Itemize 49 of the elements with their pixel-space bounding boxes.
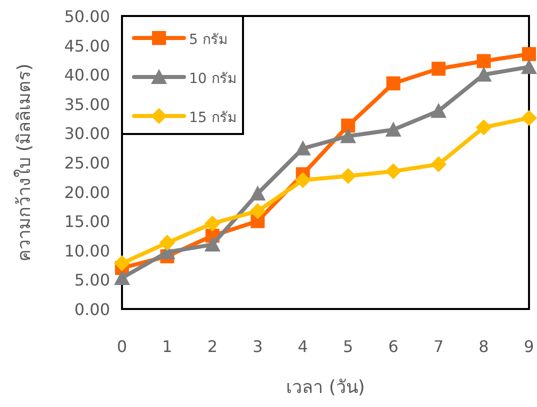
y-axis-title: ความกว้างใบ (มิลลิเมตร) [13, 64, 35, 262]
point [430, 102, 447, 118]
y-tick-label: 10.00 [64, 241, 110, 260]
y-tick-label: 25.00 [64, 154, 110, 172]
point [250, 203, 266, 220]
y-tick-label: 40.00 [64, 66, 110, 85]
y-tick-label: 5.00 [74, 270, 110, 290]
x-tick-label: 6 [388, 337, 398, 356]
y-tick-label: 20.00 [64, 182, 110, 202]
point [204, 215, 220, 232]
x-tick-label: 1 [162, 337, 172, 356]
point [521, 110, 537, 126]
legend-label: 10 กรัม [189, 71, 236, 87]
x-tick-label: 8 [478, 337, 489, 356]
x-tick-label: 3 [252, 337, 263, 356]
point [385, 163, 402, 180]
point [340, 128, 356, 144]
point [341, 118, 356, 133]
x-tick-label: 2 [207, 337, 218, 356]
x-tick-label: 9 [524, 337, 534, 356]
y-tick-label: 35.00 [64, 94, 110, 114]
point [521, 58, 537, 74]
point [432, 62, 446, 76]
point [476, 119, 492, 136]
point [159, 234, 176, 251]
point [294, 140, 311, 156]
point [476, 54, 491, 68]
y-tick-label: 0.00 [74, 300, 110, 319]
x-tick-label: 5 [343, 337, 354, 356]
point [430, 156, 447, 172]
point [522, 47, 536, 62]
point [385, 122, 402, 137]
x-tick-label: 4 [298, 337, 308, 356]
y-tick-label: 15.00 [64, 212, 110, 232]
point [204, 236, 220, 252]
legend-label: 15 กรัม [189, 110, 236, 126]
point [114, 270, 130, 285]
x-tick-label: 0 [116, 337, 128, 356]
point [340, 168, 356, 184]
point [386, 76, 400, 90]
y-tick-label: 30.00 [64, 124, 110, 144]
point [114, 255, 130, 272]
point [250, 186, 266, 201]
point [294, 172, 311, 188]
y-tick-label: 45.00 [64, 36, 110, 56]
y-tick-label: 50.00 [64, 7, 110, 26]
legend-label: 5 กรัม [189, 32, 228, 48]
x-tick-label: 7 [433, 337, 444, 356]
x-axis-title: เวลา (วัน) [286, 377, 365, 398]
